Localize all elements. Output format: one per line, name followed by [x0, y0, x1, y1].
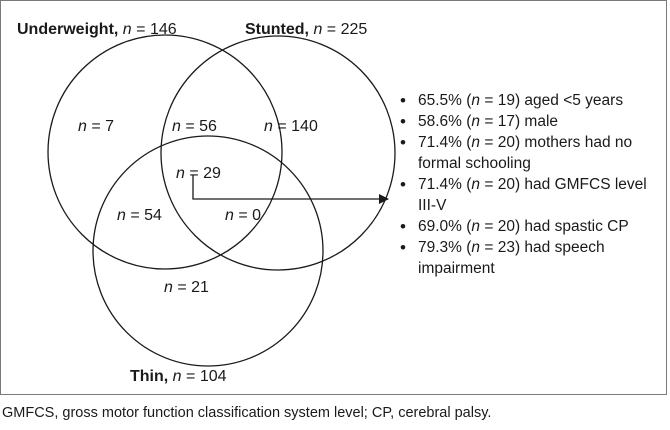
- connector-arrow: [192, 175, 389, 204]
- region-underweight-only: n = 7: [78, 118, 114, 135]
- characteristic-item: 71.4% (n = 20) mothers had no formal sch…: [398, 132, 663, 174]
- region-all-three: n = 29: [176, 165, 221, 182]
- characteristic-item: 69.0% (n = 20) had spastic CP: [398, 216, 663, 237]
- stunted-circle: [160, 35, 396, 271]
- characteristics-list: 65.5% (n = 19) aged <5 years 58.6% (n = …: [398, 90, 663, 279]
- underweight-title: Underweight, n = 146: [17, 21, 177, 38]
- footnote: GMFCS, gross motor function classificati…: [2, 405, 492, 421]
- region-underweight-thin: n = 54: [117, 207, 162, 224]
- thin-title: Thin, n = 104: [130, 368, 227, 385]
- figure-frame: [0, 0, 667, 395]
- thin-circle: [92, 135, 324, 367]
- stunted-title: Stunted, n = 225: [245, 21, 367, 38]
- characteristic-item: 65.5% (n = 19) aged <5 years: [398, 90, 663, 111]
- region-stunted-thin: n = 0: [225, 207, 261, 224]
- characteristic-item: 58.6% (n = 17) male: [398, 111, 663, 132]
- characteristic-item: 71.4% (n = 20) had GMFCS level III-V: [398, 174, 663, 216]
- region-underweight-stunted: n = 56: [172, 118, 217, 135]
- underweight-circle: [47, 34, 283, 270]
- region-stunted-only: n = 140: [264, 118, 318, 135]
- characteristic-item: 79.3% (n = 23) had speech impairment: [398, 237, 663, 279]
- region-thin-only: n = 21: [164, 279, 209, 296]
